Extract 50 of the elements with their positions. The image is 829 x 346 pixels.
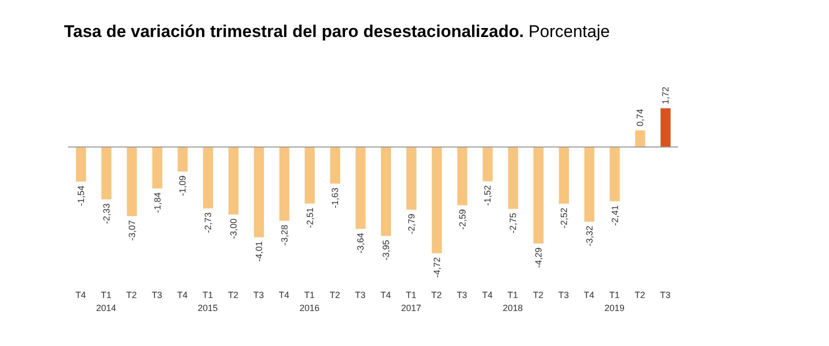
data-label: -4,29 xyxy=(534,248,544,268)
x-tick-label: T2 xyxy=(431,290,442,300)
data-label: -2,52 xyxy=(558,208,569,228)
data-label: -2,79 xyxy=(406,214,416,234)
data-label: -2,75 xyxy=(508,212,518,234)
data-label: -3,64 xyxy=(356,232,366,254)
data-label: -3,32 xyxy=(584,226,594,246)
x-tick-label: T3 xyxy=(253,290,264,300)
data-label: -2,51 xyxy=(304,207,315,228)
data-label: -1,09 xyxy=(178,176,188,196)
data-label: -1,84 xyxy=(152,192,162,213)
data-label: -1,54 xyxy=(76,186,86,206)
chart-title: Tasa de variación trimestral del paro desestacionalizado. xyxy=(64,22,524,41)
data-label: 0,74 xyxy=(635,108,646,126)
data-label: -4,01 xyxy=(254,241,264,262)
x-tick-label: T4 xyxy=(380,290,391,300)
data-label: -3,00 xyxy=(228,218,238,240)
x-tick-label: T3 xyxy=(152,290,162,300)
data-label: -3,07 xyxy=(126,220,137,241)
x-tick-label: T1 2016 xyxy=(299,290,320,313)
x-tick-label: T2 xyxy=(228,290,238,300)
x-tick-label: T2 xyxy=(634,290,646,300)
data-label: -3,95 xyxy=(381,240,391,260)
x-tick-label: T3 xyxy=(558,290,569,300)
x-tick-label: T1 2017 xyxy=(401,290,422,313)
x-tick-label: T1 2014 xyxy=(96,290,116,313)
x-tick-label: T4 xyxy=(584,290,594,300)
x-tick-label: T4 xyxy=(177,290,188,300)
chart-subtitle: Porcentaje xyxy=(528,22,610,41)
x-tick-label: T3 xyxy=(456,290,468,300)
data-label: -2,33 xyxy=(101,203,112,224)
x-tick-label: T4 xyxy=(482,290,493,300)
data-label: -4,72 xyxy=(432,257,442,278)
data-label: -2,59 xyxy=(457,209,468,230)
x-tick-label: T4 xyxy=(278,290,290,300)
x-tick-label: T2 xyxy=(532,290,544,300)
data-label: -1,63 xyxy=(330,188,340,208)
x-tick-label: T1 2015 xyxy=(198,290,218,313)
x-tick-label: T3 xyxy=(660,290,671,300)
data-label: -2,73 xyxy=(203,212,214,233)
data-label: 1,72 xyxy=(660,86,671,104)
data-label: -3,28 xyxy=(279,224,290,246)
x-tick-label: T1 2019 xyxy=(604,290,624,313)
data-label: -1,52 xyxy=(482,185,493,206)
x-tick-label: T2 xyxy=(126,290,137,300)
data-label: -2,41 xyxy=(610,205,620,226)
x-tick-label: T4 xyxy=(75,290,86,300)
x-tick-label: T3 xyxy=(355,290,366,300)
x-tick-label: T2 xyxy=(330,290,340,300)
x-tick-label: T1 2018 xyxy=(502,290,523,313)
